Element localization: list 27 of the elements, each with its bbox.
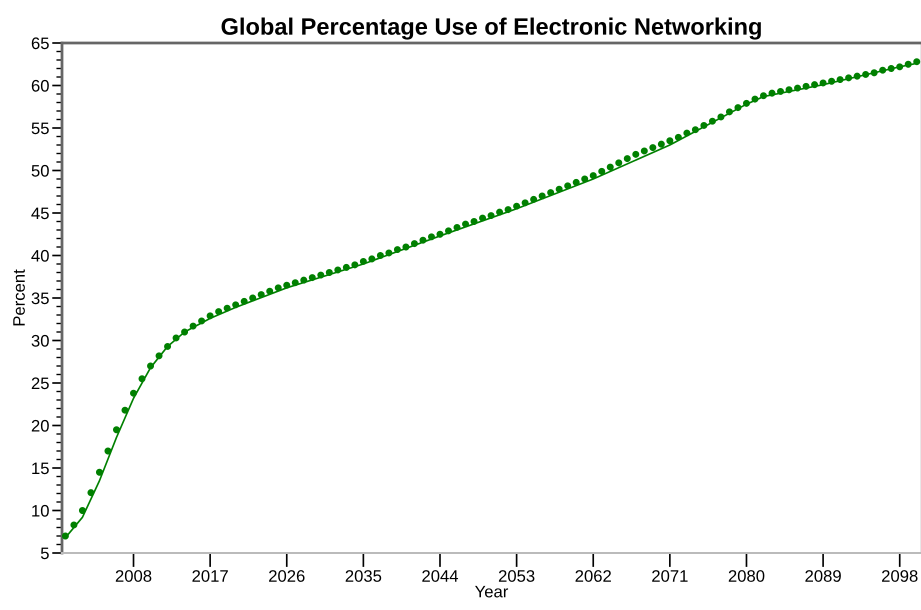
x-tick-label: 2053 [498, 570, 534, 582]
chart-title: Global Percentage Use of Electronic Networking [222, 18, 761, 40]
x-tick-label: 2044 [422, 570, 458, 582]
x-tick-label: 2080 [728, 570, 764, 582]
x-tick-label: 2089 [805, 570, 841, 582]
y-tick-label: 40 [31, 250, 49, 262]
y-tick-label: 65 [32, 37, 49, 50]
x-tick-label: 2098 [882, 570, 918, 582]
x-tick-label: 2008 [116, 570, 152, 582]
x-tick-label: 2035 [346, 570, 382, 582]
y-tick-label: 50 [32, 164, 49, 177]
x-tick-label: 2071 [652, 570, 688, 582]
y-tick-label: 55 [32, 122, 49, 134]
y-tick-label: 20 [32, 420, 49, 432]
x-tick-label: 2026 [269, 570, 305, 582]
y-tick-label: 35 [32, 292, 49, 304]
x-tick-label: 2017 [192, 570, 228, 582]
y-tick-label: 10 [32, 504, 49, 517]
y-tick-label: 5 [40, 548, 49, 560]
x-tick-label: 2062 [576, 570, 611, 582]
y-tick-label: 60 [32, 80, 49, 92]
y-tick-label: 30 [32, 334, 49, 347]
y-tick-label: 15 [32, 462, 49, 474]
y-axis-title: Percent [13, 269, 25, 326]
x-axis-title: Year [475, 586, 508, 598]
y-tick-label: 25 [32, 377, 49, 390]
y-tick-label: 45 [31, 208, 49, 220]
